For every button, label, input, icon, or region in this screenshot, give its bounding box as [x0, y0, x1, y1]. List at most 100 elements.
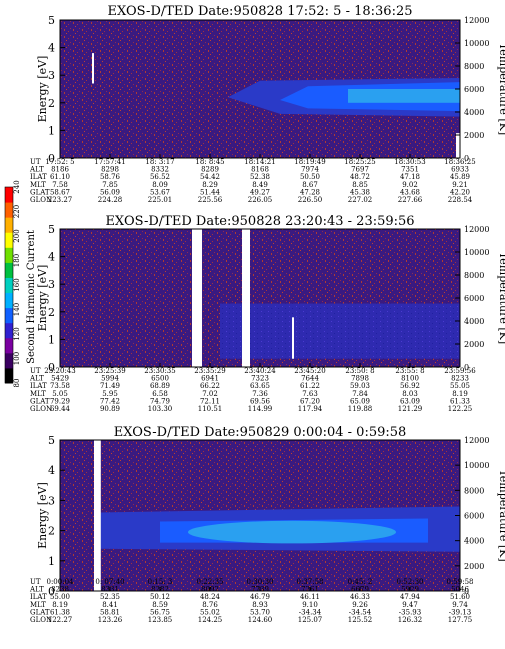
table-cell: 8233 [451, 375, 469, 383]
plasma-band [100, 506, 460, 552]
table-cell: 8.19 [452, 390, 468, 398]
y2-tick-label: 8000 [464, 271, 484, 280]
table-cell: 17:52: 5 [45, 158, 74, 166]
table-cell: 48.72 [350, 173, 370, 181]
table-cell: 46.11 [300, 593, 320, 601]
colorbar-tick-label: 200 [13, 229, 21, 242]
table-cell: 8.76 [202, 601, 218, 609]
table-row-label: GLON [30, 196, 52, 204]
table-cell: 23:45:20 [294, 367, 325, 375]
table-cell: 0:22:35 [197, 578, 224, 586]
y2-axis-label: Temperature [K] [497, 469, 505, 561]
table-cell: 55.02 [200, 608, 220, 616]
data-gap [456, 133, 460, 158]
y-tick-label: 3 [48, 69, 55, 82]
table-cell: 8331 [101, 586, 119, 594]
table-cell: 45.38 [350, 188, 370, 196]
table-cell: 7.58 [52, 181, 68, 189]
table-cell: 74.79 [150, 397, 170, 405]
table-cell: 5.05 [52, 390, 68, 398]
table-cell: -34.34 [299, 608, 322, 616]
y2-axis-label: Temperature [K] [497, 252, 505, 344]
y2-tick-label: 8000 [464, 486, 484, 495]
colorbar-segment [5, 247, 13, 263]
table-cell: 125.52 [348, 616, 373, 624]
table-cell: 18: 8:45 [195, 158, 224, 166]
table-cell: 0:30:30 [247, 578, 274, 586]
table-cell: 117.94 [298, 405, 323, 413]
y2-tick-label: 0 [464, 587, 469, 596]
table-cell: 5.95 [102, 390, 118, 398]
table-cell: 65.09 [350, 397, 370, 405]
y-tick-label: 0 [48, 361, 55, 374]
table-cell: 23:20:43 [44, 367, 75, 375]
table-cell: 225.56 [198, 196, 223, 204]
table-cell: 123.26 [98, 616, 123, 624]
table-cell: 8.49 [252, 181, 268, 189]
table-cell: 8168 [251, 166, 269, 174]
table-cell: 124.60 [248, 616, 273, 624]
table-cell: 18: 3:17 [145, 158, 174, 166]
table-cell: 7.85 [102, 181, 118, 189]
table-cell: 8100 [401, 375, 419, 383]
y2-tick-label: 4000 [464, 108, 484, 117]
colorbar-segment [5, 187, 13, 203]
table-cell: 103.30 [148, 405, 173, 413]
table-cell: 61.38 [50, 608, 70, 616]
table-cell: 53.70 [250, 608, 270, 616]
colorbar-segment [5, 217, 13, 233]
table-row-label: ILAT [30, 593, 47, 601]
table-row-label: UT [30, 367, 41, 375]
y2-tick-label: 2000 [464, 131, 484, 140]
table-cell: 59.03 [350, 382, 370, 390]
table-cell: 0:45: 2 [348, 578, 373, 586]
table-cell: 61.22 [300, 382, 320, 390]
table-cell: 110.51 [198, 405, 223, 413]
table-cell: 8238 [51, 586, 69, 594]
table-cell: 7.36 [252, 390, 268, 398]
table-cell: 7.63 [302, 390, 318, 398]
table-cell: 122.27 [48, 616, 73, 624]
plasma-band [92, 53, 460, 158]
table-cell: 114.99 [248, 405, 273, 413]
table-cell: 125.07 [298, 616, 323, 624]
table-cell: 23:40:24 [244, 367, 276, 375]
table-row-label: ALT [29, 586, 44, 594]
y2-tick-label: 6000 [464, 85, 484, 94]
colorbar-segment [5, 322, 13, 339]
table-cell: 7644 [301, 375, 319, 383]
table-cell: 7.02 [202, 390, 218, 398]
table-row-label: GLON [30, 405, 52, 413]
y2-tick-label: 4000 [464, 317, 484, 326]
table-cell: 6933 [451, 166, 469, 174]
table-row-label: MLT [30, 390, 46, 398]
table-cell: 67.20 [300, 397, 320, 405]
y2-tick-label: 2000 [464, 340, 484, 349]
table-cell: 58.76 [100, 173, 121, 181]
table-row-label: ILAT [30, 382, 47, 390]
colorbar-tick-label: 180 [13, 254, 21, 267]
table-cell: 5429 [51, 375, 69, 383]
y-tick-label: 0 [48, 152, 55, 165]
table-cell: 23:55: 8 [395, 367, 424, 375]
y2-tick-label: 10000 [464, 39, 489, 48]
table-cell: 23:30:35 [144, 367, 175, 375]
table-cell: 23:35:29 [194, 367, 225, 375]
table-cell: 227.66 [398, 196, 423, 204]
table-cell: 8332 [151, 166, 169, 174]
band-core [188, 520, 396, 544]
y-axis-label: Energy [eV] [36, 265, 49, 332]
table-cell: 9.21 [452, 181, 468, 189]
y2-tick-label: 2000 [464, 562, 484, 571]
table-cell: 18:25:25 [344, 158, 375, 166]
table-cell: 9.74 [452, 601, 468, 609]
table-cell: 69.44 [50, 405, 71, 413]
table-cell: 8298 [101, 166, 119, 174]
panel-3: EXOS-D/TED Date:950829 0:00:04 - 0:59:58… [29, 425, 505, 624]
y2-tick-label: 12000 [464, 16, 489, 25]
table-row-label: ALT [29, 166, 44, 174]
table-cell: 56.09 [100, 188, 120, 196]
y-tick-label: 5 [48, 14, 55, 27]
table-cell: 7739 [251, 586, 269, 594]
table-cell: 0:52:30 [397, 578, 424, 586]
